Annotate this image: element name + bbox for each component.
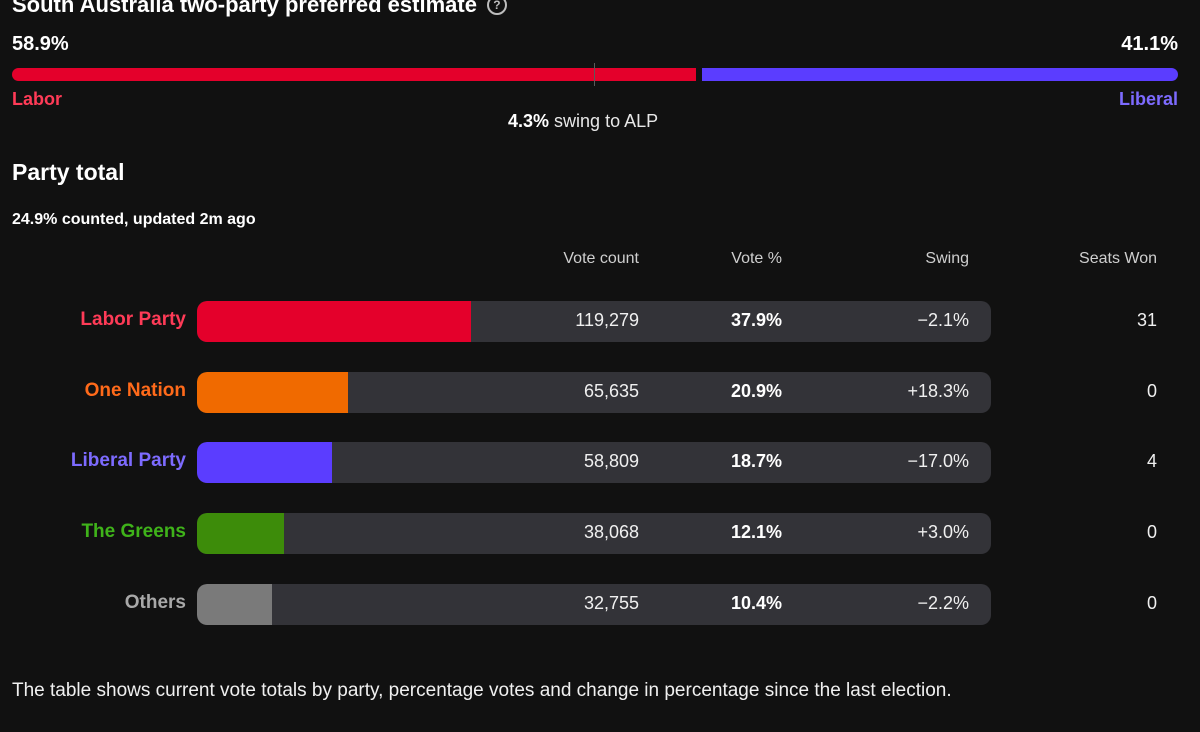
table-row: Others 32,755 10.4% −2.2% 0 (0, 584, 1200, 625)
party-name: Others (124, 592, 186, 613)
vote-percent: 10.4% (730, 593, 782, 613)
counted-status: 24.9% counted, updated 2m ago (12, 211, 256, 228)
vote-count: 65,635 (583, 381, 639, 401)
party-total-heading: Party total (12, 159, 125, 185)
vote-percent: 12.1% (730, 522, 782, 542)
labor-tpp-percent: 58.9% (12, 33, 69, 55)
vote-bar-track (197, 584, 991, 625)
party-name: The Greens (81, 521, 186, 542)
tpp-swing-text: swing to ALP (554, 111, 659, 131)
party-name: One Nation (84, 380, 186, 401)
table-row: One Nation 65,635 20.9% +18.3% 0 (0, 372, 1200, 413)
vote-bar-fill (197, 584, 272, 625)
party-name: Labor Party (80, 309, 186, 330)
liberal-tpp-percent: 41.1% (1121, 33, 1178, 55)
vote-bar-track (197, 301, 991, 342)
vote-bar-track (197, 513, 991, 554)
help-icon[interactable]: ? (486, 0, 507, 15)
vote-count: 119,279 (575, 310, 639, 330)
tpp-title: South Australia two-party preferred esti… (12, 0, 507, 18)
vote-bar-fill (197, 513, 284, 554)
vote-bar-track (197, 442, 991, 483)
tpp-bar (12, 63, 1178, 86)
seats-won: 0 (1146, 381, 1157, 401)
tpp-title-text: South Australia two-party preferred esti… (12, 0, 477, 17)
vote-bar-fill (197, 442, 332, 483)
tpp-bar-labor (12, 68, 696, 81)
vote-count: 32,755 (583, 593, 639, 613)
tpp-swing: 4.3% swing to ALP (508, 111, 658, 132)
tpp-bar-liberal (702, 68, 1178, 81)
table-footnote: The table shows current vote totals by p… (12, 680, 952, 701)
column-header-vote-pct: Vote % (731, 250, 782, 267)
vote-bar-fill (197, 301, 471, 342)
vote-bar-track (197, 372, 991, 413)
table-row: The Greens 38,068 12.1% +3.0% 0 (0, 513, 1200, 554)
swing-value: −2.1% (917, 310, 969, 330)
vote-count: 38,068 (583, 522, 639, 542)
vote-count: 58,809 (583, 451, 639, 471)
seats-won: 0 (1146, 593, 1157, 613)
tpp-swing-value: 4.3% (508, 111, 550, 131)
vote-percent: 37.9% (730, 310, 782, 330)
swing-value: +3.0% (917, 522, 969, 542)
column-header-vote-count: Vote count (563, 250, 639, 267)
column-header-swing: Swing (925, 250, 969, 267)
vote-percent: 20.9% (730, 381, 782, 401)
tpp-label-labor: Labor (12, 89, 63, 109)
tpp-midpoint-marker (594, 63, 595, 86)
column-header-seats-won: Seats Won (1079, 250, 1157, 267)
vote-bar-fill (197, 372, 348, 413)
swing-value: −17.0% (907, 451, 969, 471)
vote-percent: 18.7% (730, 451, 782, 471)
tpp-label-liberal: Liberal (1118, 89, 1178, 109)
party-name: Liberal Party (70, 450, 186, 471)
seats-won: 31 (1136, 310, 1157, 330)
swing-value: −2.2% (917, 593, 969, 613)
seats-won: 4 (1146, 451, 1157, 471)
table-row: Liberal Party 58,809 18.7% −17.0% 4 (0, 442, 1200, 483)
table-row: Labor Party 119,279 37.9% −2.1% 31 (0, 301, 1200, 342)
seats-won: 0 (1146, 522, 1157, 542)
swing-value: +18.3% (907, 381, 969, 401)
